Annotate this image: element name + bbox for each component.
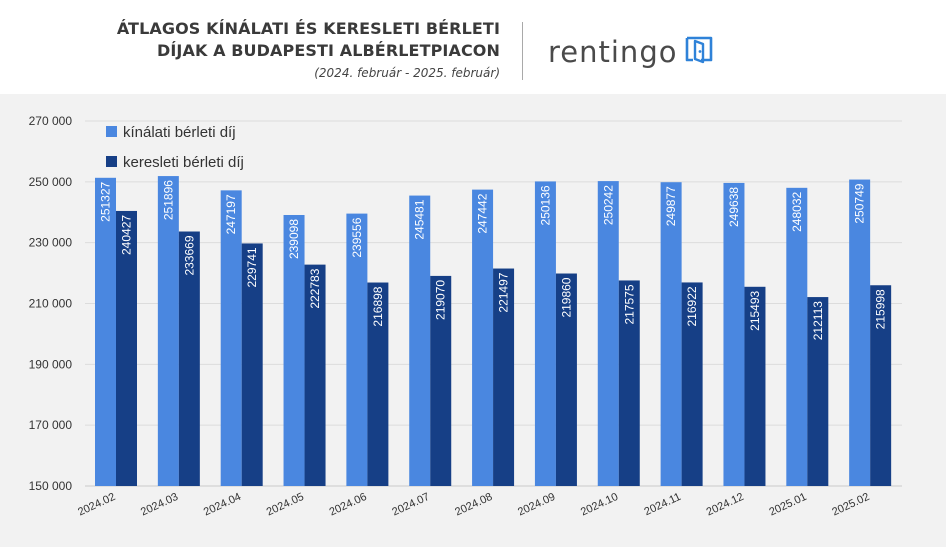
y-tick-label: 190 000 bbox=[29, 357, 73, 371]
bar-offer bbox=[660, 182, 682, 486]
x-tick-label: 2025.01 bbox=[767, 491, 808, 519]
bar-demand bbox=[807, 297, 829, 486]
door-icon bbox=[683, 35, 715, 70]
bar-label-demand: 212113 bbox=[811, 301, 825, 340]
bar-offer bbox=[409, 195, 431, 487]
bar-label-offer: 250749 bbox=[853, 183, 867, 223]
bar-demand bbox=[555, 273, 577, 486]
bar-demand bbox=[241, 243, 263, 486]
bar-label-offer: 250242 bbox=[601, 185, 615, 225]
bar-label-offer: 249877 bbox=[664, 186, 678, 226]
bar-demand bbox=[493, 268, 515, 486]
x-tick-label: 2024.05 bbox=[265, 491, 306, 519]
x-tick-label: 2024.04 bbox=[202, 491, 243, 519]
bar-offer bbox=[157, 176, 179, 486]
y-tick-label: 210 000 bbox=[29, 297, 73, 311]
bar-label-demand: 221497 bbox=[497, 272, 511, 312]
bar-demand bbox=[870, 285, 892, 486]
header-divider bbox=[522, 22, 523, 80]
x-tick-label: 2024.08 bbox=[453, 491, 494, 519]
brand-logo: rentingo bbox=[548, 32, 715, 72]
bar-offer bbox=[95, 177, 116, 486]
bar-label-offer: 250136 bbox=[538, 185, 552, 225]
bar-chart: 150 000 170 000 190 000 210 000 230 000 250 0… bbox=[29, 114, 902, 519]
bar-demand bbox=[681, 282, 703, 486]
bar-label-offer: 245481 bbox=[413, 199, 427, 239]
legend: kínálati bérleti díj keresleti bérleti d… bbox=[106, 124, 244, 171]
bar-offer bbox=[597, 181, 619, 486]
chart-title-line-2: DÍJAK A BUDAPESTI ALBÉRLETPIACON bbox=[156, 41, 500, 60]
chart-title-line-1: ÁTLAGOS KÍNÁLATI ÉS KERESLETI BÉRLETI bbox=[116, 19, 500, 38]
bar-offer bbox=[283, 214, 305, 486]
x-tick-label: 2024.09 bbox=[516, 491, 557, 519]
bar-label-offer: 239098 bbox=[287, 219, 301, 259]
y-tick-label: 270 000 bbox=[29, 114, 73, 128]
x-tick-label: 2024.03 bbox=[139, 491, 180, 519]
bar-label-demand: 217575 bbox=[622, 284, 636, 324]
bar-label-demand: 216922 bbox=[685, 286, 699, 326]
y-tick-label: 230 000 bbox=[29, 236, 73, 250]
bar-offer bbox=[723, 182, 745, 486]
bar-label-offer: 247197 bbox=[224, 194, 238, 234]
bar-label-offer: 249638 bbox=[727, 187, 741, 227]
bar-offer bbox=[220, 190, 242, 486]
x-tick-label: 2024.07 bbox=[390, 491, 431, 519]
brand-name: rentingo bbox=[548, 35, 678, 69]
legend-swatch-offer bbox=[106, 126, 117, 137]
bar-demand bbox=[178, 231, 200, 486]
bar-demand bbox=[430, 275, 452, 486]
bar-offer bbox=[534, 181, 556, 486]
chart-subtitle: (2024. február - 2025. február) bbox=[314, 66, 500, 80]
bar-label-offer: 247442 bbox=[476, 193, 490, 233]
bar-label-demand: 229741 bbox=[245, 247, 259, 287]
bar-offer bbox=[849, 179, 871, 486]
bar-offer bbox=[346, 213, 368, 486]
legend-swatch-demand bbox=[106, 156, 117, 167]
bar-offer bbox=[472, 189, 494, 486]
bar-label-demand: 215998 bbox=[874, 289, 888, 329]
bar-label-demand: 240427 bbox=[120, 215, 134, 255]
bar-label-demand: 219070 bbox=[434, 280, 448, 320]
x-tick-label: 2024.12 bbox=[705, 491, 746, 519]
x-axis: 2024.02 2024.03 2024.04 2024.05 2024.06 2024.… bbox=[76, 491, 871, 519]
bar-demand bbox=[116, 210, 137, 486]
bar-label-demand: 215493 bbox=[748, 290, 762, 330]
x-tick-label: 2024.11 bbox=[643, 491, 683, 518]
bar-offer bbox=[786, 187, 808, 486]
x-tick-label: 2024.06 bbox=[328, 491, 369, 519]
x-tick-label: 2024.02 bbox=[76, 491, 117, 519]
bar-label-demand: 216898 bbox=[371, 286, 385, 326]
legend-label-demand: keresleti bérleti díj bbox=[123, 154, 244, 171]
bar-demand bbox=[618, 280, 640, 486]
bar-label-offer: 251896 bbox=[161, 180, 175, 220]
x-tick-label: 2024.10 bbox=[579, 491, 620, 519]
y-axis: 150 000 170 000 190 000 210 000 230 000 250 0… bbox=[29, 114, 73, 493]
y-tick-label: 250 000 bbox=[29, 175, 73, 189]
chart-header: ÁTLAGOS KÍNÁLATI ÉS KERESLETI BÉRLETI DÍ… bbox=[0, 0, 946, 94]
bars: 251327 240427 251896 233669 247197 229741 2390… bbox=[95, 176, 892, 487]
bar-label-demand: 222783 bbox=[308, 268, 322, 308]
bar-demand bbox=[744, 286, 766, 486]
bar-demand bbox=[367, 282, 389, 486]
bar-demand bbox=[304, 264, 326, 486]
bar-label-offer: 239556 bbox=[350, 217, 364, 257]
y-tick-label: 150 000 bbox=[29, 479, 73, 493]
title-block: ÁTLAGOS KÍNÁLATI ÉS KERESLETI BÉRLETI DÍ… bbox=[117, 18, 500, 80]
bar-label-demand: 219860 bbox=[559, 277, 573, 317]
bar-label-offer: 248032 bbox=[790, 191, 804, 231]
x-tick-label: 2025.02 bbox=[830, 491, 871, 519]
legend-label-offer: kínálati bérleti díj bbox=[123, 124, 236, 141]
y-tick-label: 170 000 bbox=[29, 418, 73, 432]
bar-label-offer: 251327 bbox=[99, 181, 113, 221]
bar-label-demand: 233669 bbox=[182, 235, 196, 275]
